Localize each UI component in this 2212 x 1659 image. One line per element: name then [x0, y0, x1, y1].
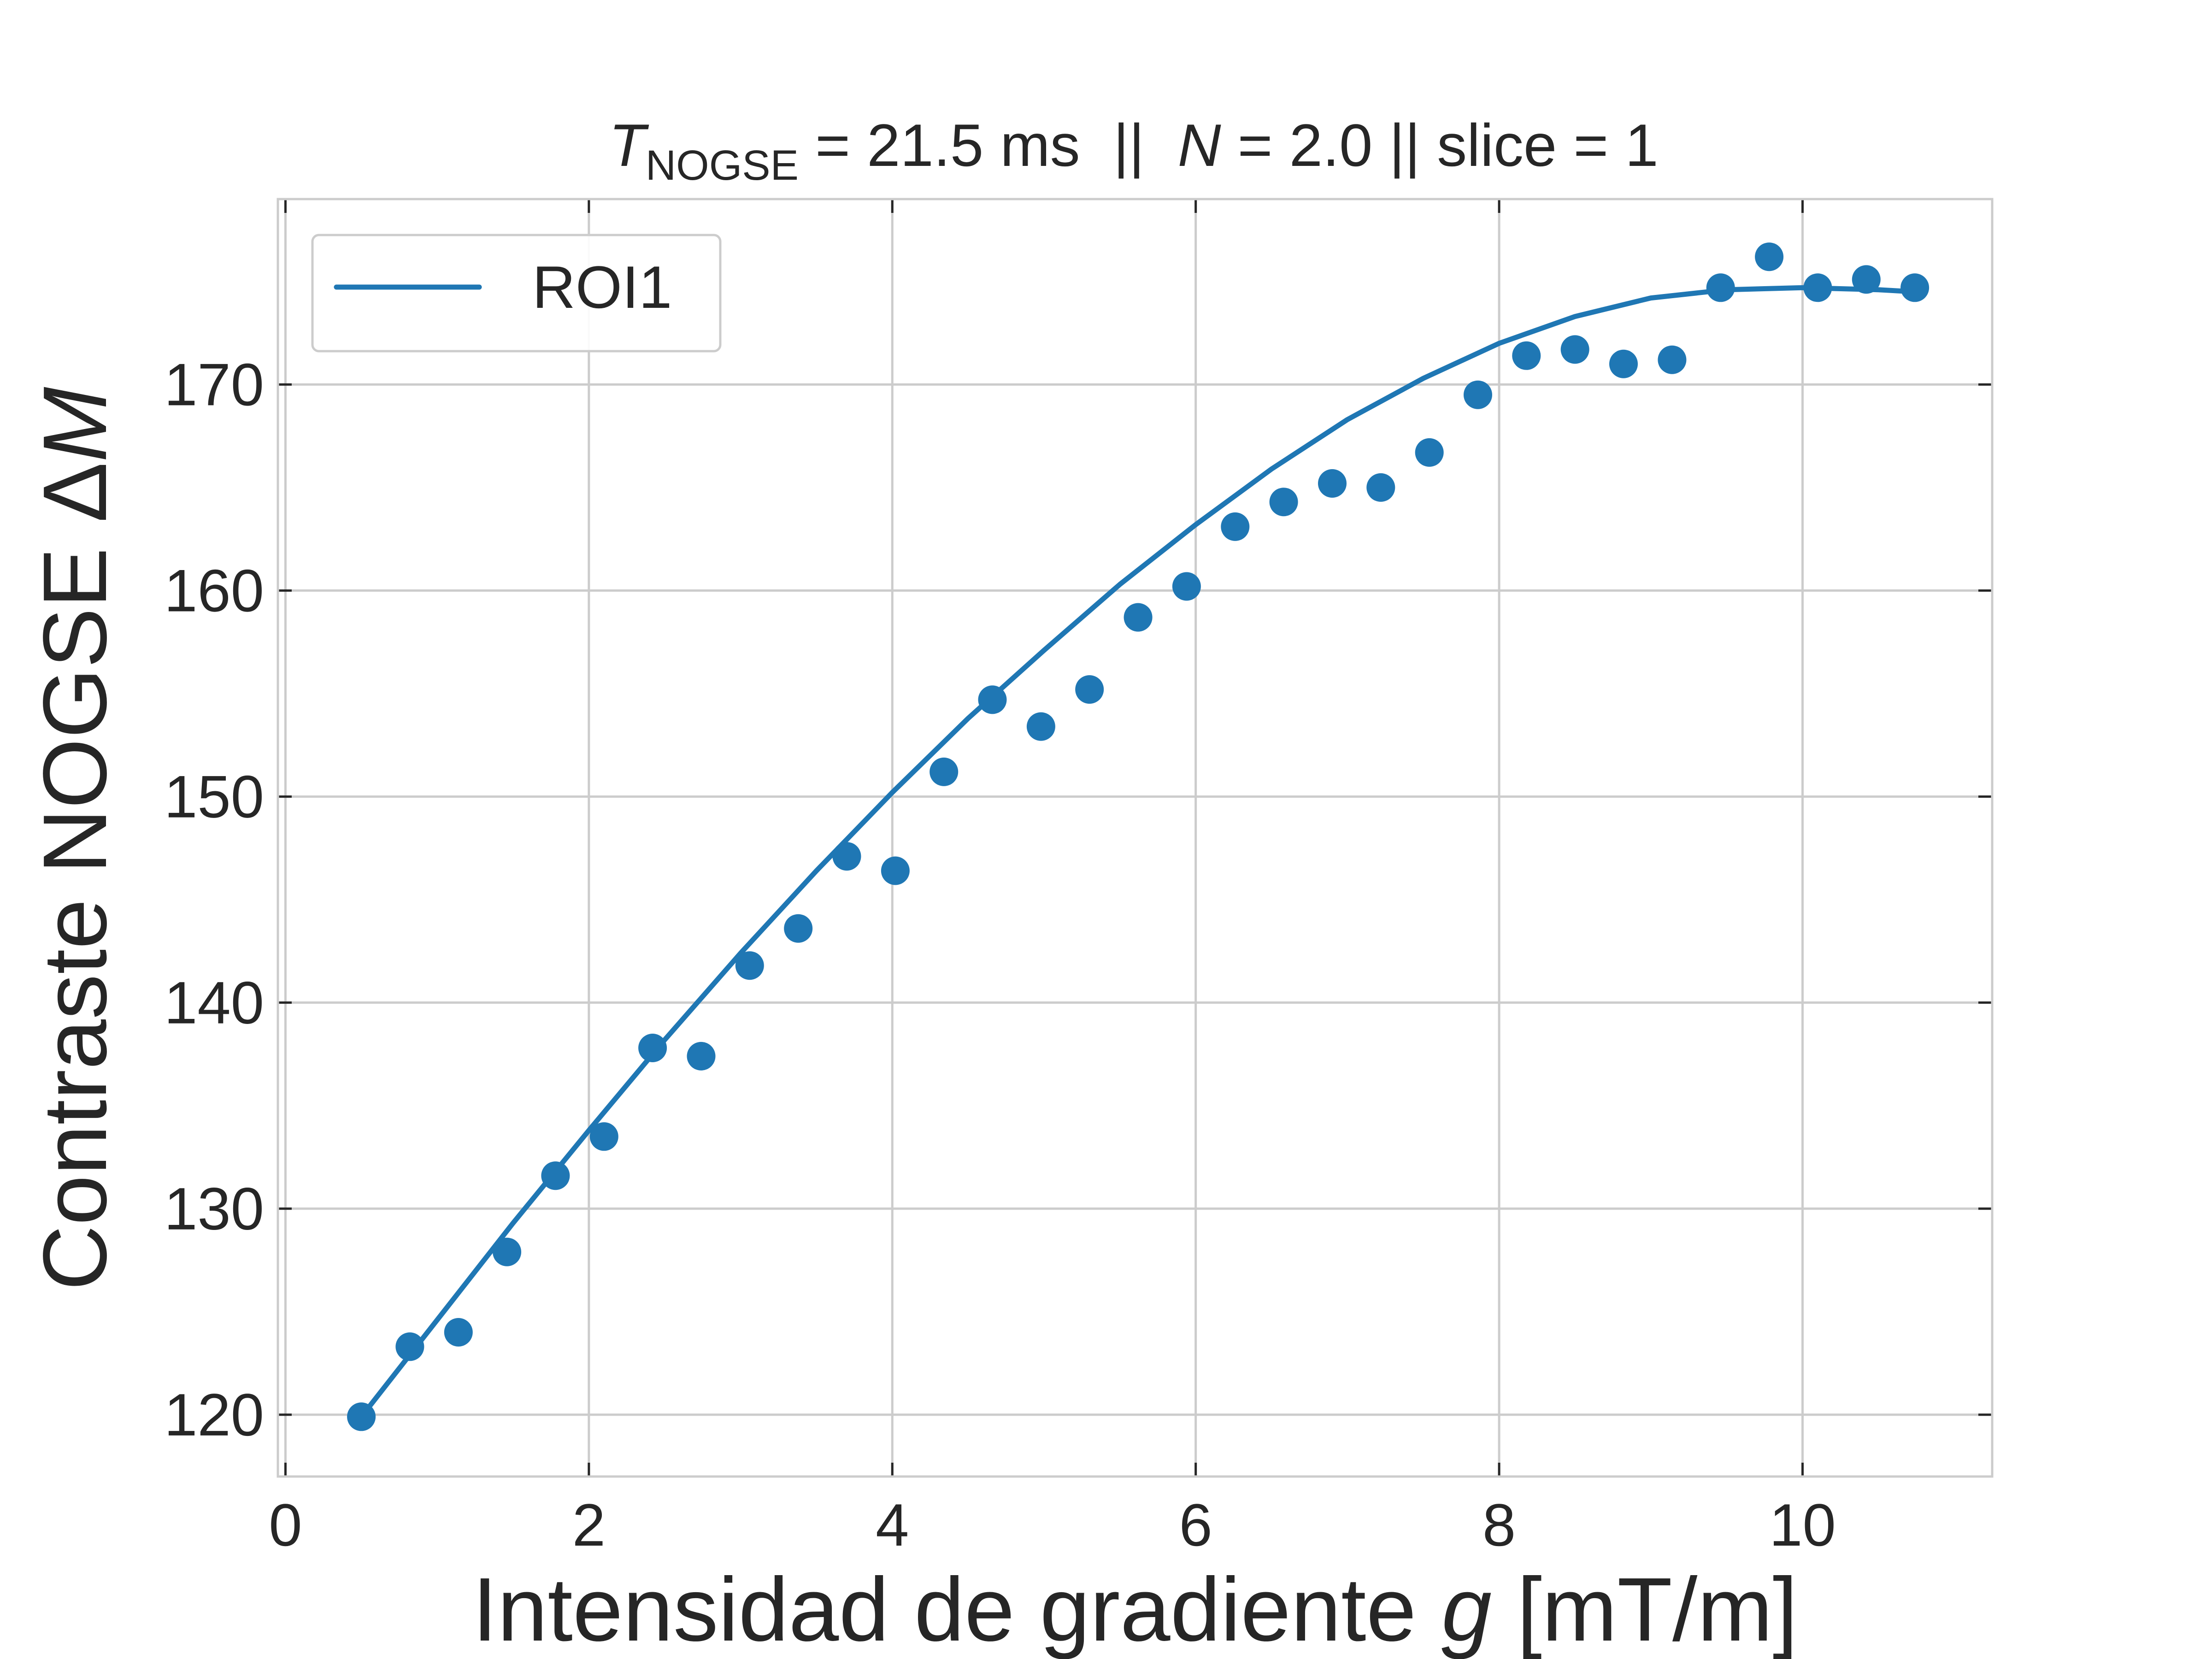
title-t-symbol: T — [609, 112, 649, 179]
fit-curve-layer — [359, 285, 1918, 1419]
data-point — [1269, 488, 1298, 517]
y-tick-label: 160 — [164, 557, 264, 624]
legend: ROI1 — [311, 234, 722, 353]
data-point — [1755, 242, 1784, 271]
axis-ticks — [278, 199, 1992, 1477]
x-tick-label: 0 — [269, 1491, 302, 1559]
data-point — [1658, 345, 1687, 374]
data-point — [1075, 675, 1104, 704]
data-point — [930, 757, 959, 786]
fit-curve-roi1 — [359, 285, 1918, 1419]
tick-labels: 0 2 4 6 8 10 120 130 140 150 160 170 — [164, 351, 1836, 1559]
grid — [278, 199, 1992, 1477]
data-point — [1366, 473, 1395, 502]
data-point — [493, 1237, 522, 1266]
chart-title: TNOGSE = 21.5 ms || N = 2.0 || slice = 1 — [609, 112, 1658, 189]
data-point — [735, 951, 764, 980]
title-n-symbol: N — [1178, 112, 1221, 179]
legend-box — [311, 234, 722, 353]
x-axis-label: Intensidad de gradiente g [mT/m] — [472, 1559, 1798, 1659]
data-point — [589, 1122, 618, 1151]
data-point — [1803, 273, 1832, 302]
plot-area — [278, 199, 1992, 1477]
y-tick-label: 130 — [164, 1175, 264, 1242]
data-point — [1124, 603, 1153, 632]
data-point — [784, 914, 813, 943]
data-point — [1464, 380, 1492, 409]
data-point — [1609, 349, 1638, 378]
data-point — [1172, 572, 1201, 601]
data-point — [1415, 438, 1444, 467]
x-tick-label: 4 — [876, 1491, 909, 1559]
title-t-rest: = 21.5 ms || — [799, 112, 1178, 179]
x-axis-label-text: Intensidad de gradiente — [472, 1559, 1441, 1659]
data-points — [347, 242, 1930, 1431]
x-tick-label: 6 — [1179, 1491, 1212, 1559]
title-t-subscript: NOGSE — [646, 142, 799, 189]
x-axis-label-symbol: g — [1441, 1559, 1492, 1659]
data-point — [1512, 341, 1541, 370]
y-axis-label-symbol: M — [24, 387, 125, 462]
x-tick-label: 8 — [1483, 1491, 1516, 1559]
x-axis-label-unit: [mT/m] — [1492, 1559, 1798, 1659]
data-point — [687, 1041, 716, 1071]
data-point — [1221, 512, 1250, 541]
data-point — [444, 1318, 473, 1347]
data-point — [881, 856, 910, 885]
plot-frame — [276, 198, 1994, 1478]
y-axis-label: Contraste NOGSE ΔM — [24, 387, 125, 1291]
data-point — [638, 1034, 667, 1062]
data-point — [1900, 273, 1930, 302]
data-point — [1318, 469, 1347, 498]
data-point — [1852, 265, 1881, 294]
y-tick-label: 170 — [164, 351, 264, 418]
data-point — [347, 1402, 376, 1431]
legend-label-roi1: ROI1 — [532, 253, 672, 321]
data-point — [978, 685, 1007, 714]
x-tick-label: 2 — [572, 1491, 606, 1559]
data-point — [1706, 273, 1735, 302]
y-tick-label: 120 — [164, 1381, 264, 1448]
data-point — [1026, 712, 1055, 741]
y-tick-label: 150 — [164, 763, 264, 830]
data-point — [395, 1332, 424, 1361]
y-axis-label-text: Contraste NOGSE Δ — [24, 462, 125, 1291]
title-n-rest: = 2.0 || slice = 1 — [1221, 112, 1659, 179]
data-point — [832, 842, 861, 871]
data-point — [1560, 335, 1589, 364]
x-tick-label: 10 — [1769, 1491, 1836, 1559]
y-tick-label: 140 — [164, 969, 264, 1036]
data-point — [541, 1161, 570, 1190]
